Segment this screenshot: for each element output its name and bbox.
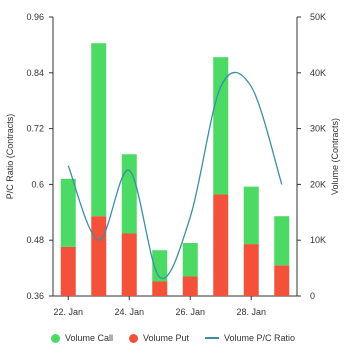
bar-volume-put: [152, 281, 168, 296]
x-tick-label: 22. Jan: [53, 307, 83, 317]
legend-item-volume-call[interactable]: Volume Call: [50, 333, 113, 343]
legend: Volume Call Volume Put Volume P/C Ratio: [0, 330, 346, 346]
bar-volume-put: [243, 244, 259, 296]
volume-call-swatch: [50, 333, 60, 343]
bar-volume-put: [91, 216, 107, 296]
x-tick-label: 28. Jan: [236, 307, 266, 317]
bar-volume-put: [121, 233, 137, 296]
legend-label-volume-call: Volume Call: [64, 333, 113, 343]
y-right-tick-label: 10K: [310, 235, 326, 245]
legend-item-volume-pc-ratio[interactable]: Volume P/C Ratio: [205, 333, 295, 343]
y-left-tick-label: 0.36: [26, 291, 44, 301]
legend-item-volume-put[interactable]: Volume Put: [128, 333, 189, 343]
y-left-tick-label: 0.48: [26, 235, 44, 245]
y-right-tick-label: 20K: [310, 179, 326, 189]
volume-pc-ratio-swatch: [205, 337, 219, 339]
y-right-tick-label: 30K: [310, 124, 326, 134]
bar-volume-call: [91, 43, 107, 217]
bar-volume-call: [274, 216, 290, 266]
volume-put-swatch: [128, 333, 138, 343]
bar-volume-call: [121, 154, 137, 234]
bar-volume-put: [213, 194, 229, 296]
line-volume-pc-ratio: [67, 71, 283, 280]
y-right-tick-label: 40K: [310, 68, 326, 78]
y-left-tick-label: 0.96: [26, 12, 44, 22]
bar-volume-call: [213, 57, 229, 195]
bar-volume-put: [182, 276, 198, 296]
x-tick-label: 26. Jan: [175, 307, 205, 317]
bar-volume-put: [60, 246, 76, 296]
x-tick-label: 24. Jan: [114, 307, 144, 317]
bar-volume-call: [60, 178, 76, 247]
y-axis-left-title: P/C Ratio (Contracts): [5, 114, 15, 200]
legend-label-volume-put: Volume Put: [142, 333, 189, 343]
bar-volume-call: [182, 242, 198, 277]
y-right-tick-label: 50K: [310, 12, 326, 22]
y-left-tick-label: 0.6: [31, 179, 44, 189]
bar-volume-call: [152, 250, 168, 282]
y-axis-right-title: Volume (Contracts): [330, 118, 340, 195]
y-left-tick-label: 0.72: [26, 124, 44, 134]
chart-plot: 0.36 0.48 0.6 0.72 0.84 0.96 0 10K 20K 30K 40K 50K P…: [5, 12, 340, 317]
bar-volume-put: [274, 265, 290, 296]
bar-volume-call: [243, 186, 259, 245]
legend-label-volume-pc-ratio: Volume P/C Ratio: [224, 333, 296, 343]
y-left-tick-label: 0.84: [26, 68, 44, 78]
y-right-tick-label: 0: [310, 291, 315, 301]
